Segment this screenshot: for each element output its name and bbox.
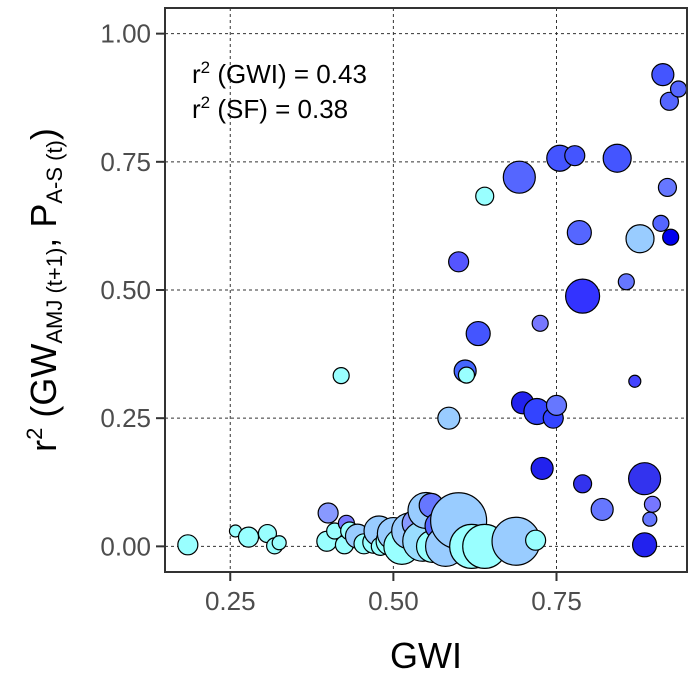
scatter-point	[545, 394, 568, 416]
scatter-point	[659, 91, 679, 111]
scatter-point	[657, 177, 678, 198]
scatter-point	[669, 80, 688, 98]
scatter-point	[628, 374, 642, 388]
scatter-point	[237, 526, 260, 548]
scatter-point	[317, 502, 339, 524]
y-axis: 0.00 0.25 0.50 0.75 1.00	[100, 19, 165, 561]
grid-lines	[165, 8, 687, 572]
scatter-point	[271, 535, 287, 551]
scatter-point	[457, 366, 476, 384]
scatter-point	[564, 278, 601, 314]
annotation-block: r2 (GWI) = 0.43 r2 (SF) = 0.38	[192, 58, 367, 124]
y-tick-label: 0.50	[100, 275, 151, 305]
scatter-point	[642, 511, 658, 527]
y-tick-label: 0.00	[100, 531, 151, 561]
y-tick-label: 0.75	[100, 147, 151, 177]
scatter-point	[627, 462, 662, 496]
scatter-point	[572, 474, 593, 494]
x-axis: 0.25 0.50 0.75	[205, 572, 582, 616]
scatter-point	[566, 219, 592, 246]
scatter-point	[332, 367, 350, 385]
scatter-point	[617, 273, 635, 291]
data-points	[177, 63, 688, 569]
scatter-point	[437, 406, 461, 430]
scatter-point	[475, 186, 495, 206]
scatter-point	[651, 63, 675, 87]
y-axis-title: r2 (GWAMJ (t+1), PA-S (t))	[22, 128, 67, 452]
scatter-point	[643, 495, 662, 513]
y-tick-label: 0.25	[100, 403, 151, 433]
scatter-point	[177, 534, 199, 556]
scatter-point	[530, 456, 554, 481]
scatter-point	[662, 228, 680, 246]
scatter-point	[448, 251, 470, 273]
scatter-point	[631, 532, 658, 558]
annotation-gwi: r2 (GWI) = 0.43	[192, 58, 367, 89]
scatter-point	[652, 214, 670, 232]
annotation-sf: r2 (SF) = 0.38	[192, 93, 348, 124]
x-tick-label: 0.50	[368, 586, 419, 616]
scatter-point	[465, 320, 491, 347]
x-axis-title: GWI	[390, 635, 462, 673]
scatter-point	[590, 497, 614, 522]
scatter-point	[525, 529, 547, 551]
x-tick-label: 0.25	[205, 586, 256, 616]
scatter-point	[502, 160, 536, 194]
scatter-point	[625, 224, 655, 254]
scatter-point	[531, 314, 549, 332]
scatter-point	[564, 145, 586, 167]
x-tick-label: 0.75	[531, 586, 582, 616]
scatter-point	[602, 143, 632, 173]
y-tick-label: 1.00	[100, 19, 151, 49]
